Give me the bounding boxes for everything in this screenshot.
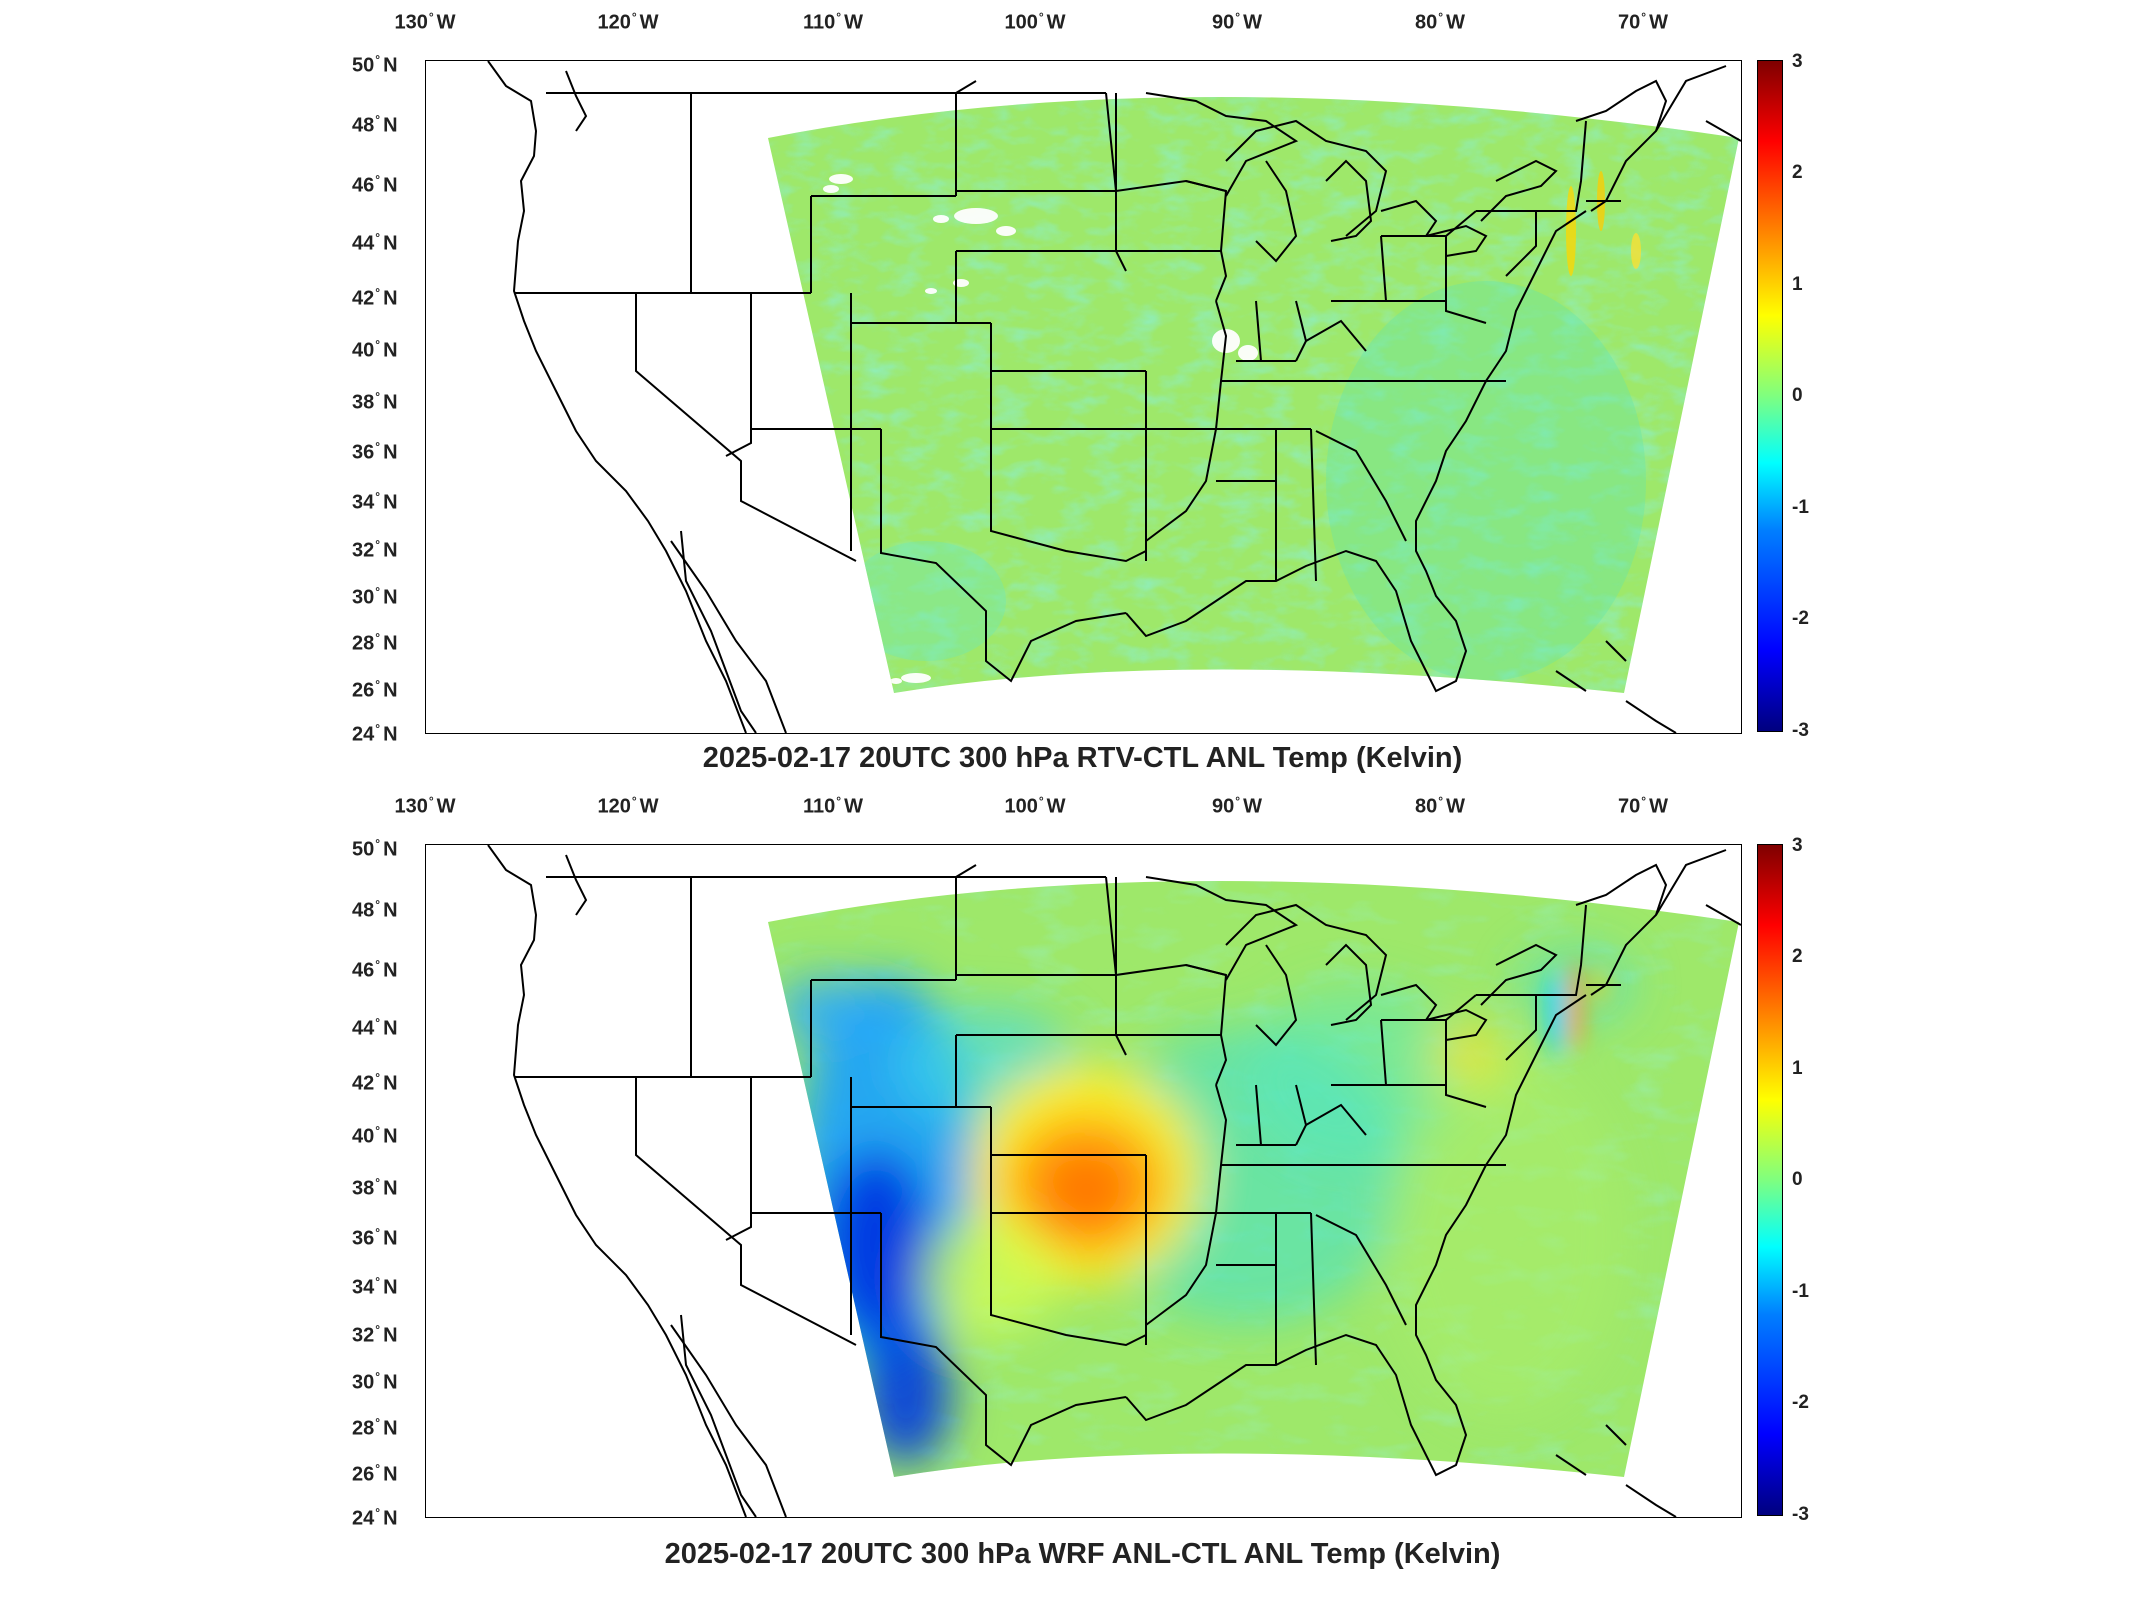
map-plot-area <box>425 844 1742 1518</box>
lat-label: 44° N <box>352 1015 398 1040</box>
colorbar-tick: 1 <box>1792 274 1803 295</box>
lat-label: 48° N <box>352 897 398 922</box>
lon-label: 100° W <box>1004 794 1066 818</box>
colorbar-tick: -2 <box>1792 1392 1809 1413</box>
lon-label: 70° W <box>1618 10 1668 34</box>
lat-label: 28° N <box>352 1415 398 1440</box>
lon-label: 70° W <box>1618 794 1668 818</box>
lat-label: 36° N <box>352 1225 398 1250</box>
colorbar <box>1757 60 1783 732</box>
map-title: 2025-02-17 20UTC 300 hPa RTV-CTL ANL Tem… <box>702 742 1463 774</box>
lat-label: 30° N <box>352 1369 398 1394</box>
lat-label: 34° N <box>352 489 398 514</box>
lat-label: 48° N <box>352 112 398 137</box>
top-map-panel: 130° W 120° W 110° W 100° W 90° W 80° W 70° W 5… <box>0 0 2133 790</box>
lon-label: 90° W <box>1212 10 1262 34</box>
colorbar-tick: -2 <box>1792 608 1809 629</box>
colorbar-tick: 3 <box>1792 51 1803 72</box>
colorbar-tick: -3 <box>1792 1504 1809 1525</box>
map-svg <box>487 61 1741 733</box>
map-svg <box>487 845 1741 1517</box>
lon-label: 130° W <box>394 794 456 818</box>
colorbar-tick: 0 <box>1792 385 1803 406</box>
colorbar-tick: -1 <box>1792 497 1809 518</box>
colorbar-tick: 0 <box>1792 1169 1803 1190</box>
map-title: 2025-02-17 20UTC 300 hPa WRF ANL-CTL ANL… <box>664 1538 1501 1570</box>
lat-label: 40° N <box>352 1123 398 1148</box>
colorbar-tick: 2 <box>1792 946 1803 967</box>
lat-label: 38° N <box>352 389 398 414</box>
lat-label: 42° N <box>352 1070 398 1095</box>
lat-label: 32° N <box>352 1322 398 1347</box>
lat-label: 28° N <box>352 630 398 655</box>
bottom-map-panel: 130° W 120° W 110° W 100° W 90° W 80° W 70° W 5… <box>0 790 2133 1600</box>
lat-label: 42° N <box>352 285 398 310</box>
lat-label: 24° N <box>352 1505 398 1530</box>
lon-label: 120° W <box>597 794 659 818</box>
lat-label: 40° N <box>352 337 398 362</box>
colorbar <box>1757 844 1783 1516</box>
lat-label: 44° N <box>352 230 398 255</box>
lon-label: 110° W <box>803 10 863 34</box>
lon-label: 130° W <box>394 10 456 34</box>
map-plot-area <box>425 60 1742 734</box>
lat-label: 26° N <box>352 1461 398 1486</box>
coastlines-and-borders <box>487 61 1741 733</box>
lon-label: 80° W <box>1415 10 1465 34</box>
colorbar-tick: 2 <box>1792 162 1803 183</box>
lon-label: 120° W <box>597 10 659 34</box>
lon-label: 80° W <box>1415 794 1465 818</box>
coastlines-and-borders <box>487 845 1741 1517</box>
colorbar-tick: -3 <box>1792 720 1809 741</box>
lon-label: 110° W <box>803 794 863 818</box>
lat-label: 46° N <box>352 957 398 982</box>
lat-label: 24° N <box>352 721 398 746</box>
colorbar-tick: -1 <box>1792 1281 1809 1302</box>
lat-label: 50° N <box>352 52 398 77</box>
lat-label: 32° N <box>352 537 398 562</box>
colorbar-tick: 1 <box>1792 1058 1803 1079</box>
lat-label: 26° N <box>352 677 398 702</box>
field-anomalies <box>768 881 1739 1477</box>
lat-label: 36° N <box>352 439 398 464</box>
colorbar-tick: 3 <box>1792 835 1803 856</box>
lon-label: 90° W <box>1212 794 1262 818</box>
lat-label: 50° N <box>352 836 398 861</box>
lat-label: 34° N <box>352 1274 398 1299</box>
lon-label: 100° W <box>1004 10 1066 34</box>
field-texture <box>768 97 1739 693</box>
lat-label: 30° N <box>352 584 398 609</box>
lat-label: 38° N <box>352 1175 398 1200</box>
lat-label: 46° N <box>352 172 398 197</box>
